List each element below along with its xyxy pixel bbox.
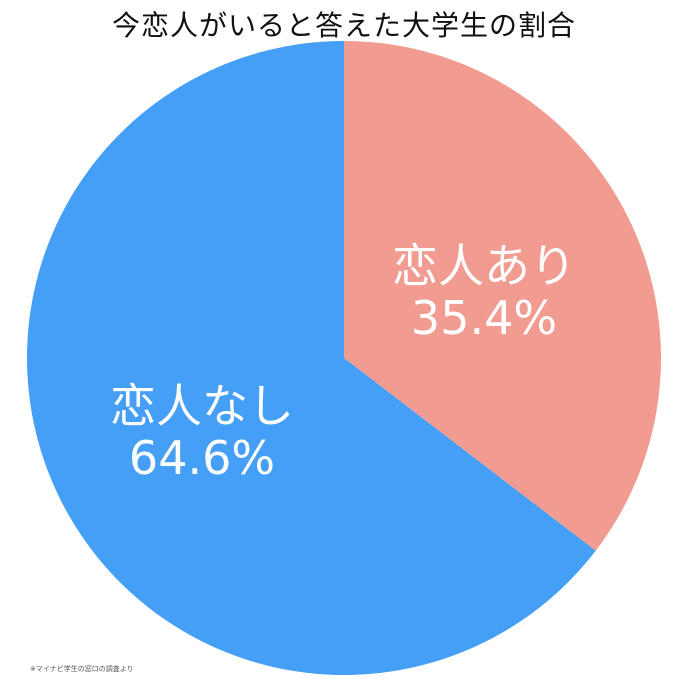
slice-value-label: 35.4% [411,291,557,345]
pie-slice-without-partner [26,41,596,675]
slice-value-label: 64.6% [129,431,275,485]
slice-label: 恋人なし [110,379,294,433]
source-note: ※マイナビ学生の窓口の調査より [30,665,134,673]
pie-slice-with-partner [344,41,661,551]
chart-title: 今恋人がいると答えた大学生の割合 [111,9,576,42]
slice-label: 恋人あり [392,239,576,293]
